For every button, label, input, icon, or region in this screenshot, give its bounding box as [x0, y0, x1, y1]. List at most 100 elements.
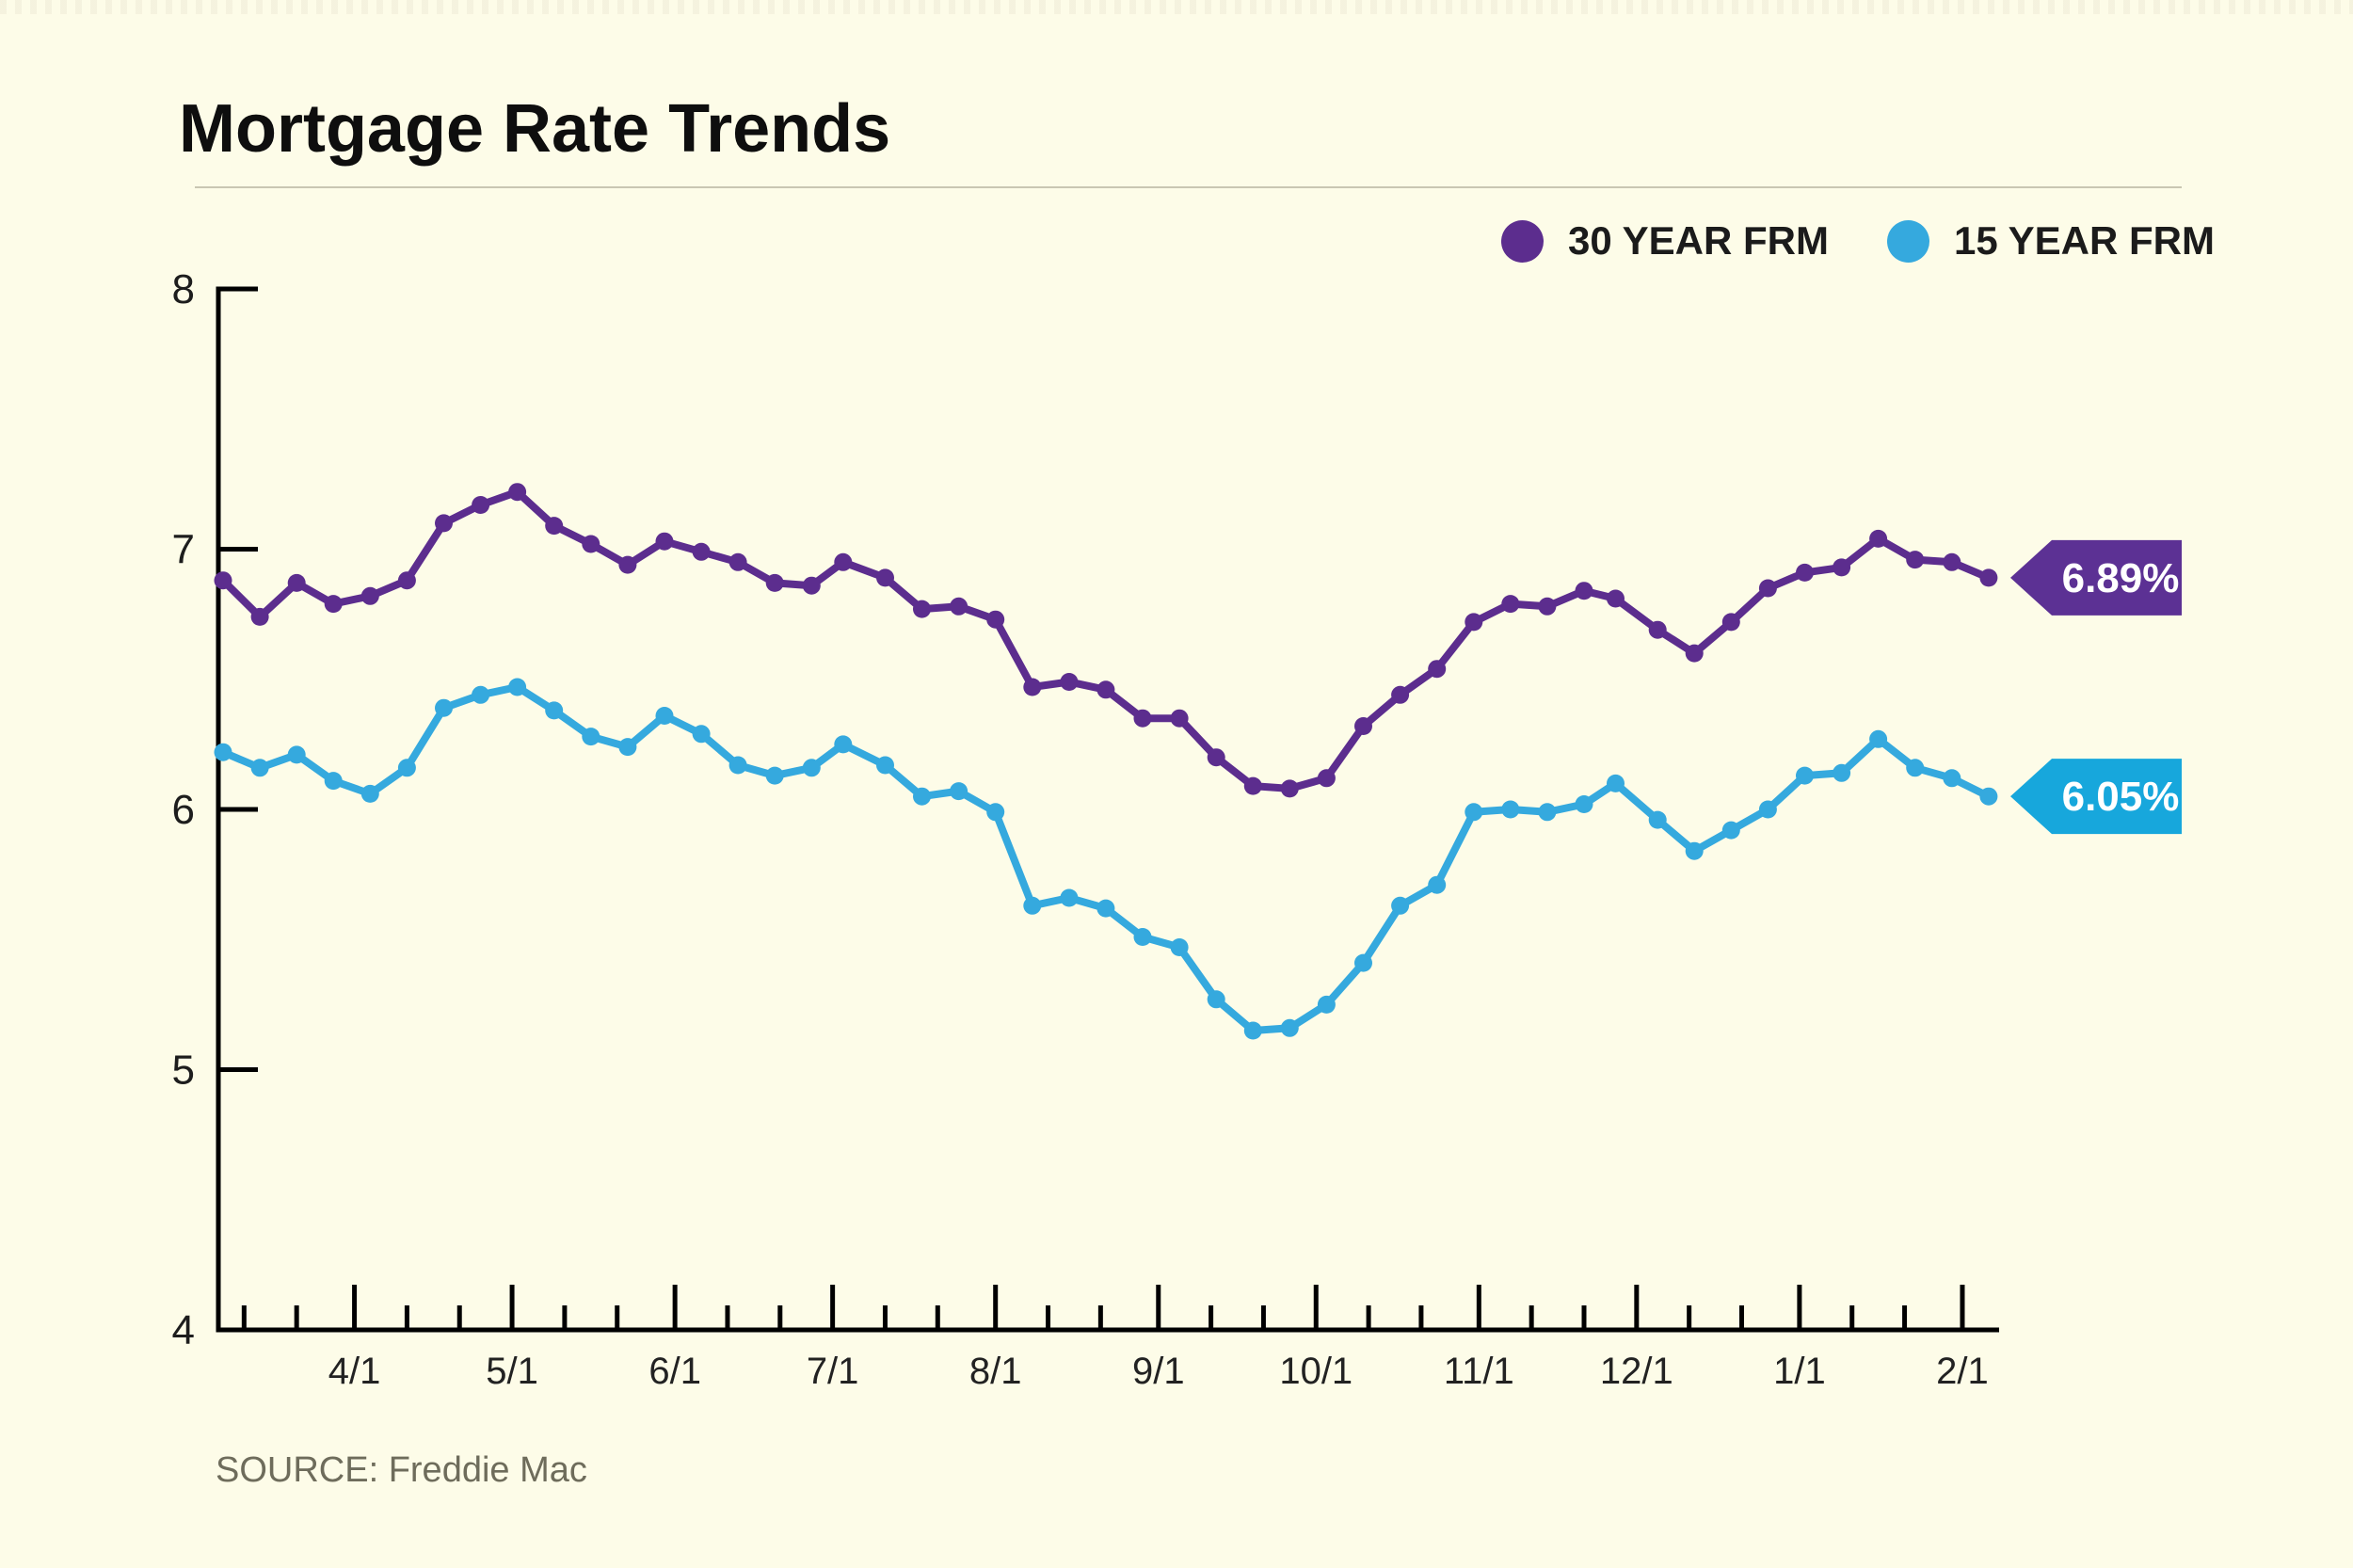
data-point — [1243, 776, 1262, 795]
data-point — [1133, 928, 1152, 946]
data-point — [1685, 841, 1704, 860]
data-point — [655, 707, 674, 725]
data-point — [1943, 769, 1961, 788]
svg-text:4: 4 — [172, 1307, 195, 1353]
data-point — [1317, 995, 1336, 1014]
data-point — [360, 586, 379, 605]
source-note: SOURCE: Freddie Mac — [216, 1450, 587, 1490]
data-point — [618, 738, 637, 757]
chart-legend: 30 YEAR FRM 15 YEAR FRM — [1501, 218, 2215, 263]
data-point — [1060, 673, 1079, 691]
data-point — [950, 597, 968, 616]
data-point — [435, 698, 453, 717]
data-point — [250, 607, 269, 626]
data-point — [1023, 896, 1042, 915]
svg-text:8/1: 8/1 — [969, 1351, 1022, 1392]
data-point — [1943, 552, 1961, 571]
data-point — [1758, 800, 1777, 819]
data-point — [1317, 769, 1336, 788]
data-point — [802, 759, 821, 777]
svg-text:9/1: 9/1 — [1132, 1351, 1185, 1392]
data-point — [214, 743, 232, 761]
data-point — [618, 555, 637, 574]
data-point — [950, 782, 968, 801]
svg-text:7/1: 7/1 — [807, 1351, 859, 1392]
data-point — [1906, 551, 1925, 569]
data-point — [1096, 680, 1115, 699]
data-point — [508, 678, 527, 696]
svg-text:4/1: 4/1 — [328, 1351, 381, 1392]
data-point — [1170, 938, 1189, 956]
data-point — [324, 772, 343, 791]
data-point — [1354, 953, 1372, 972]
data-point — [765, 766, 784, 785]
data-point — [728, 552, 747, 571]
data-point — [287, 745, 306, 764]
data-point — [1243, 1021, 1262, 1040]
data-point — [1391, 685, 1410, 704]
title-divider — [195, 186, 2182, 188]
svg-text:2/1: 2/1 — [1936, 1351, 1989, 1392]
data-point — [986, 610, 1005, 629]
legend-label-30yr: 30 YEAR FRM — [1568, 218, 1829, 263]
data-point — [986, 803, 1005, 822]
data-point — [1648, 620, 1667, 639]
data-point — [1833, 558, 1851, 577]
data-point — [728, 756, 747, 775]
data-point — [1796, 766, 1814, 785]
data-point — [876, 756, 894, 775]
data-point — [765, 573, 784, 592]
data-point — [250, 759, 269, 777]
data-point — [1721, 821, 1740, 840]
data-point — [1428, 660, 1447, 679]
data-point — [1796, 563, 1814, 582]
data-point — [1501, 595, 1520, 614]
data-point — [508, 483, 527, 502]
end-tag-15yr: 6.05% — [2010, 759, 2182, 835]
svg-text:10/1: 10/1 — [1279, 1351, 1353, 1392]
legend-dot-30yr-icon — [1501, 219, 1544, 263]
data-point — [397, 571, 416, 590]
data-point — [287, 573, 306, 592]
data-point — [876, 568, 894, 587]
data-point — [472, 685, 490, 704]
data-point — [397, 759, 416, 777]
data-point — [1354, 717, 1372, 735]
data-point — [1133, 709, 1152, 728]
data-point — [834, 552, 853, 571]
legend-label-15yr: 15 YEAR FRM — [1953, 218, 2215, 263]
data-point — [545, 701, 564, 720]
data-point — [1096, 899, 1115, 918]
data-point — [1979, 568, 1998, 587]
data-point — [360, 784, 379, 803]
data-point — [582, 535, 600, 553]
data-point — [692, 725, 711, 744]
svg-text:11/1: 11/1 — [1444, 1351, 1514, 1392]
data-point — [1428, 875, 1447, 894]
data-point — [1721, 613, 1740, 632]
svg-text:6/1: 6/1 — [648, 1351, 701, 1392]
data-point — [1465, 613, 1483, 632]
svg-text:12/1: 12/1 — [1600, 1351, 1673, 1392]
end-value-tags: 6.89% 6.05% — [2010, 539, 2182, 835]
data-point — [1538, 803, 1557, 822]
data-point — [1538, 597, 1557, 616]
data-point — [324, 595, 343, 614]
data-point — [1575, 795, 1593, 813]
end-tag-30yr: 6.89% — [2010, 539, 2182, 616]
data-point — [655, 532, 674, 551]
series-15yr — [214, 678, 1998, 1040]
series-30yr — [214, 483, 1998, 798]
data-point — [1685, 644, 1704, 663]
svg-text:6: 6 — [172, 787, 195, 833]
data-point — [834, 735, 853, 754]
data-point — [1833, 763, 1851, 782]
data-point — [913, 787, 931, 806]
svg-text:5/1: 5/1 — [486, 1351, 538, 1392]
legend-dot-15yr-icon — [1886, 219, 1929, 263]
data-point — [1170, 709, 1189, 728]
data-point — [1207, 748, 1225, 767]
data-point — [1280, 1018, 1299, 1037]
data-point — [1023, 678, 1042, 696]
